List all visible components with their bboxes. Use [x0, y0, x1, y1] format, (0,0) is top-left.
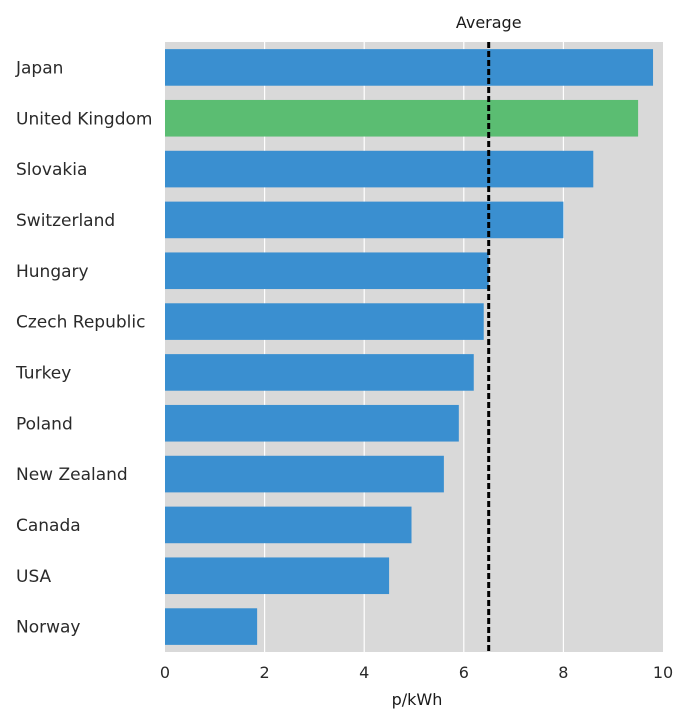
category-labels: Japan United Kingdom Slovakia Switzerland Hu…	[15, 58, 152, 637]
bar-new-zealand	[165, 455, 444, 493]
x-tick-label: 2	[260, 663, 270, 682]
category-label: Czech Republic	[16, 313, 145, 333]
category-label: Slovakia	[16, 160, 87, 180]
bar-slovakia	[165, 150, 594, 188]
category-label: Switzerland	[16, 211, 115, 231]
bar-united-kingdom	[165, 99, 639, 137]
x-axis-title: p/kWh	[392, 690, 443, 709]
category-label: Canada	[16, 516, 81, 536]
category-label: United Kingdom	[16, 109, 152, 129]
plot-area	[165, 42, 663, 652]
category-label: Norway	[16, 618, 81, 638]
category-label: USA	[16, 567, 52, 587]
x-tick-label: 4	[359, 663, 369, 682]
category-label: Turkey	[15, 363, 71, 383]
average-label: Average	[456, 13, 522, 32]
bar-usa	[165, 557, 390, 595]
category-label: New Zealand	[16, 465, 128, 485]
grid-lines	[264, 42, 565, 652]
x-tick-label: 6	[459, 663, 469, 682]
bar-switzerland	[165, 201, 564, 239]
bar-norway	[165, 608, 258, 645]
bar-turkey	[165, 354, 474, 391]
bar-poland	[165, 404, 459, 442]
x-tick-label: 10	[653, 663, 673, 682]
category-label: Japan	[15, 58, 63, 78]
bars	[165, 49, 654, 645]
x-tick-label: 8	[558, 663, 568, 682]
bar-czech-republic	[165, 303, 484, 340]
category-label: Hungary	[16, 262, 89, 282]
x-tick-label: 0	[160, 663, 170, 682]
x-tick-labels: 0 2 4 6 8 10	[160, 663, 673, 682]
bar-canada	[165, 506, 412, 544]
bar-hungary	[165, 252, 489, 290]
category-label: Poland	[16, 414, 73, 434]
bar-japan	[165, 49, 654, 86]
